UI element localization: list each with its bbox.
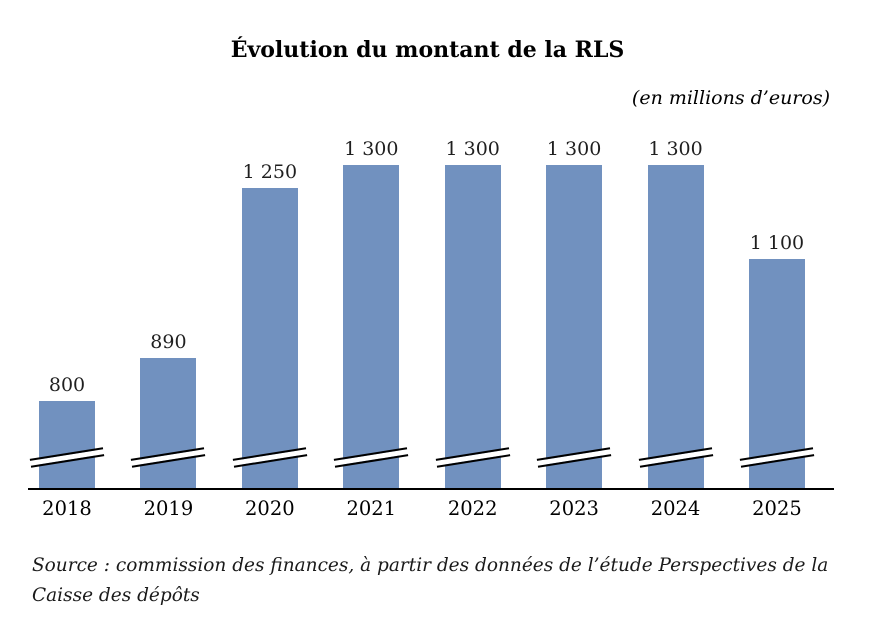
bar-column-2018: 800 [29, 374, 105, 488]
x-tick-2020: 2020 [245, 497, 295, 520]
bar-column-2025: 1 100 [739, 232, 815, 488]
x-tick-2018: 2018 [42, 497, 92, 520]
bar-2020 [232, 188, 308, 488]
chart-title: Évolution du montant de la RLS [230, 37, 625, 63]
bar-value-label-2022: 1 300 [445, 138, 500, 160]
x-axis-labels: 2018 2019 2020 2021 2022 2023 2024 2025 [28, 497, 834, 520]
bar-value-label-2024: 1 300 [648, 138, 703, 160]
plot-area: 800 890 1 250 1 300 1 300 1 300 1 300 1 100 [28, 138, 834, 490]
bar-column-2023: 1 300 [536, 138, 612, 488]
bar-value-label-2023: 1 300 [546, 138, 602, 160]
axis-break-mark [435, 447, 510, 468]
chart-subtitle: (en millions d’euros) [631, 87, 830, 109]
axis-break-mark [131, 447, 206, 468]
x-tick-2024: 2024 [650, 497, 701, 520]
axis-break-mark [334, 447, 409, 468]
bar-value-label-2020: 1 250 [242, 161, 298, 183]
x-tick-2022: 2022 [447, 497, 498, 520]
bar-column-2021: 1 300 [334, 138, 409, 488]
axis-break-mark [536, 447, 612, 468]
bar-2025 [739, 259, 815, 488]
bar-column-2020: 1 250 [232, 161, 308, 488]
bar-column-2022: 1 300 [435, 138, 510, 488]
bar-value-label-2025: 1 100 [749, 232, 805, 254]
x-tick-2025: 2025 [752, 497, 802, 520]
bar-value-label-2019: 890 [150, 331, 187, 353]
axis-break-mark [232, 447, 308, 468]
axis-break-mark [29, 447, 105, 468]
bar-2024 [638, 165, 713, 488]
x-tick-2023: 2023 [549, 497, 599, 520]
x-tick-2019: 2019 [143, 497, 194, 520]
axis-break-mark [739, 447, 815, 468]
bar-2021 [334, 165, 409, 488]
bar-2022 [435, 165, 510, 488]
bar-value-label-2021: 1 300 [344, 138, 399, 160]
bar-2023 [536, 165, 612, 488]
bar-value-label-2018: 800 [48, 374, 86, 396]
bar-2019 [131, 358, 206, 488]
bar-column-2024: 1 300 [638, 138, 713, 488]
bar-column-2019: 890 [131, 331, 206, 488]
bar-2018 [29, 401, 105, 488]
axis-break-mark [638, 447, 713, 468]
source-note: Source : commission des finances, à part… [32, 555, 829, 606]
x-tick-2021: 2021 [346, 497, 397, 520]
